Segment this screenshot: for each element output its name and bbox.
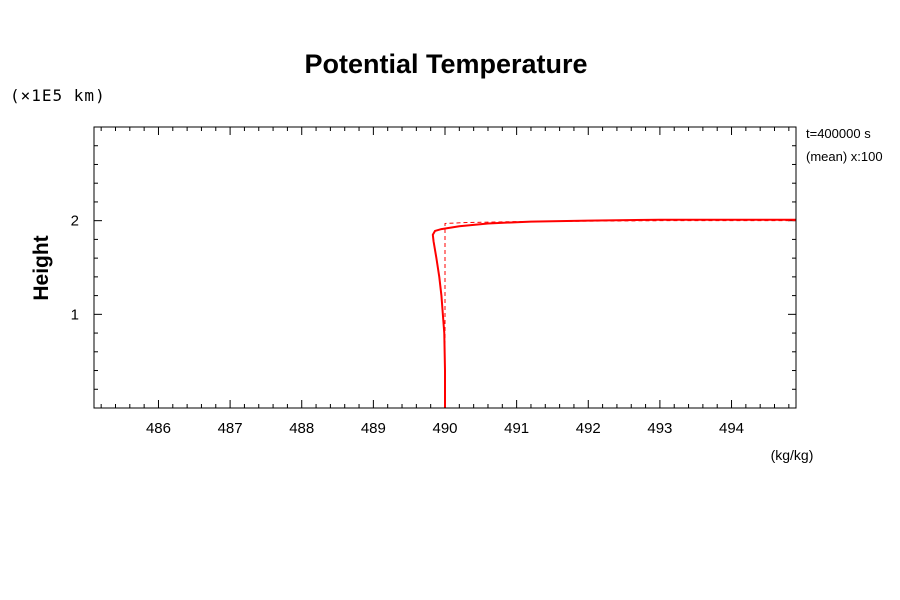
y-tick-label: 1 <box>71 306 79 323</box>
y-axis-label: Height <box>30 235 53 300</box>
chart-title: Potential Temperature <box>304 49 587 79</box>
x-unit-label: (kg/kg) <box>771 447 814 463</box>
tick-labels: 486 487 488 489 490 491 492 493 494 1 2 <box>71 213 744 437</box>
x-tick-label: 486 <box>146 420 171 437</box>
time-info: t=400000 s <box>806 126 871 141</box>
x-tick-label: 487 <box>218 420 243 437</box>
x-tick-label: 489 <box>361 420 386 437</box>
series-line-dashed <box>444 220 796 408</box>
x-tick-label: 491 <box>504 420 529 437</box>
x-tick-label: 492 <box>576 420 601 437</box>
series-line-solid <box>431 218 796 408</box>
y-scale-note: (×1E5 km) <box>10 86 106 105</box>
x-tick-label: 488 <box>289 420 314 437</box>
y-tick-label: 2 <box>71 213 79 230</box>
x-tick-label: 493 <box>647 420 672 437</box>
plot-area <box>431 218 796 408</box>
mean-info: (mean) x:100 <box>806 149 883 164</box>
plot-frame <box>93 126 797 409</box>
x-tick-label: 494 <box>719 420 744 437</box>
x-tick-label: 490 <box>432 420 457 437</box>
